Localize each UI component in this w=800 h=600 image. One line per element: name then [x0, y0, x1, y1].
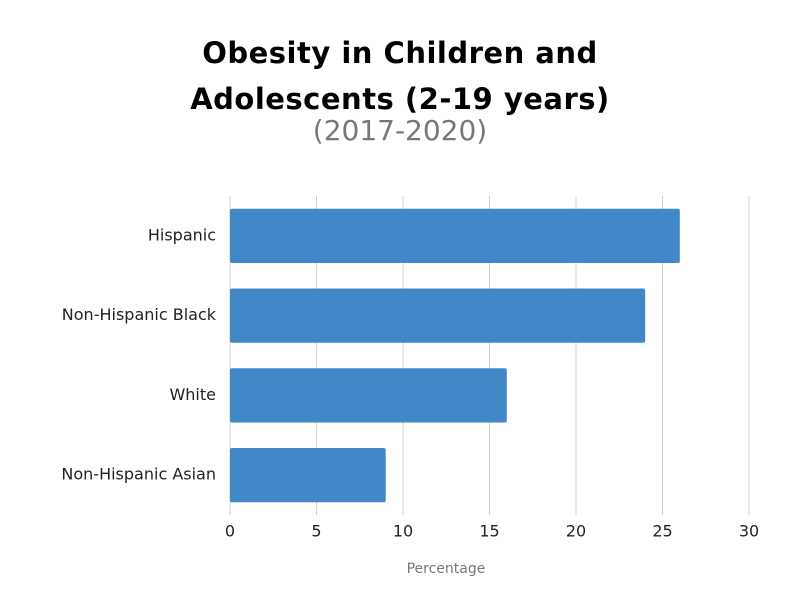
y-tick-label: Hispanic — [148, 225, 216, 244]
x-axis-label: Percentage — [407, 561, 486, 577]
bar — [230, 448, 386, 503]
y-tick-label: White — [169, 385, 216, 404]
x-tick-label: 25 — [652, 522, 672, 541]
x-tick-label: 15 — [479, 522, 499, 541]
chart-subtitle: (2017-2020) — [312, 114, 488, 147]
bar — [230, 368, 507, 423]
y-tick-label: Non-Hispanic Asian — [61, 465, 216, 484]
x-tick-label: 10 — [393, 522, 413, 541]
bar — [230, 208, 680, 263]
x-tick-label: 0 — [225, 522, 235, 541]
x-tick-label: 30 — [739, 522, 759, 541]
bar — [230, 288, 646, 343]
y-tick-label: Non-Hispanic Black — [62, 305, 217, 324]
chart-title: Obesity in Children and Adolescents (2-1… — [190, 36, 610, 116]
x-tick-label: 20 — [566, 522, 586, 541]
x-tick-label: 5 — [311, 522, 321, 541]
